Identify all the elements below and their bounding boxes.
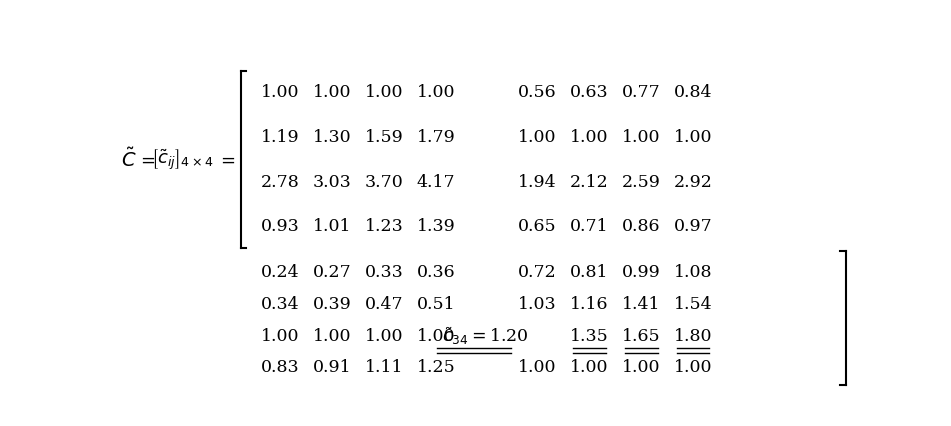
Text: 3.70: 3.70 — [364, 173, 403, 190]
Text: 1.65: 1.65 — [622, 328, 661, 345]
Text: 1.00: 1.00 — [261, 328, 300, 345]
Text: 0.33: 0.33 — [364, 265, 403, 282]
Text: 0.72: 0.72 — [518, 265, 556, 282]
Text: 0.83: 0.83 — [261, 359, 300, 376]
Text: 1.00: 1.00 — [313, 84, 351, 101]
Text: 1.00: 1.00 — [313, 328, 351, 345]
Text: 0.93: 0.93 — [261, 218, 300, 235]
Text: 1.19: 1.19 — [261, 129, 300, 146]
Text: $\left[\tilde{c}_{ij}\right]_{4\times4}$: $\left[\tilde{c}_{ij}\right]_{4\times4}$ — [151, 147, 214, 172]
Text: 1.39: 1.39 — [417, 218, 456, 235]
Text: 1.54: 1.54 — [674, 296, 712, 313]
Text: 1.16: 1.16 — [570, 296, 609, 313]
Text: 0.81: 0.81 — [570, 265, 609, 282]
Text: 1.00: 1.00 — [622, 359, 661, 376]
Text: 1.01: 1.01 — [313, 218, 351, 235]
Text: 1.00: 1.00 — [674, 359, 712, 376]
Text: 0.47: 0.47 — [364, 296, 403, 313]
Text: 0.99: 0.99 — [622, 265, 661, 282]
Text: 4.17: 4.17 — [417, 173, 456, 190]
Text: 1.79: 1.79 — [417, 129, 456, 146]
Text: 1.00: 1.00 — [622, 129, 661, 146]
Text: 1.11: 1.11 — [364, 359, 403, 376]
Text: 1.59: 1.59 — [364, 129, 403, 146]
Text: 1.41: 1.41 — [622, 296, 661, 313]
Text: 1.80: 1.80 — [674, 328, 712, 345]
Text: $\tilde{C}$: $\tilde{C}$ — [121, 148, 137, 171]
Text: 0.91: 0.91 — [313, 359, 351, 376]
Text: 1.00: 1.00 — [518, 359, 556, 376]
Text: 0.36: 0.36 — [417, 265, 456, 282]
Text: 0.27: 0.27 — [313, 265, 351, 282]
Text: 3.03: 3.03 — [313, 173, 351, 190]
Text: 0.97: 0.97 — [673, 218, 712, 235]
Text: 0.39: 0.39 — [313, 296, 351, 313]
Text: 1.94: 1.94 — [518, 173, 556, 190]
Text: 1.25: 1.25 — [417, 359, 456, 376]
Text: 1.00: 1.00 — [570, 129, 609, 146]
Text: 0.63: 0.63 — [570, 84, 609, 101]
Text: 2.59: 2.59 — [622, 173, 661, 190]
Text: 1.23: 1.23 — [364, 218, 403, 235]
Text: $\tilde{c}_{34}=$1.20: $\tilde{c}_{34}=$1.20 — [441, 325, 528, 347]
Text: 1.00: 1.00 — [674, 129, 712, 146]
Text: 2.92: 2.92 — [673, 173, 712, 190]
Text: 0.71: 0.71 — [570, 218, 609, 235]
Text: 1.00: 1.00 — [417, 328, 456, 345]
Text: 1.00: 1.00 — [261, 84, 300, 101]
Text: 1.00: 1.00 — [364, 84, 403, 101]
Text: 0.34: 0.34 — [261, 296, 300, 313]
Text: 0.84: 0.84 — [674, 84, 712, 101]
Text: 1.35: 1.35 — [570, 328, 609, 345]
Text: 1.00: 1.00 — [518, 129, 556, 146]
Text: 1.30: 1.30 — [313, 129, 351, 146]
Text: $=$: $=$ — [138, 151, 156, 169]
Text: 0.65: 0.65 — [518, 218, 556, 235]
Text: 1.08: 1.08 — [674, 265, 712, 282]
Text: 2.12: 2.12 — [570, 173, 609, 190]
Text: 1.03: 1.03 — [518, 296, 556, 313]
Text: 1.00: 1.00 — [364, 328, 403, 345]
Text: 1.00: 1.00 — [417, 84, 456, 101]
Text: 2.78: 2.78 — [261, 173, 300, 190]
Text: $=$: $=$ — [217, 151, 235, 169]
Text: 0.56: 0.56 — [518, 84, 556, 101]
Text: 0.51: 0.51 — [417, 296, 456, 313]
Text: 1.00: 1.00 — [570, 359, 609, 376]
Text: 0.86: 0.86 — [622, 218, 661, 235]
Text: 0.77: 0.77 — [622, 84, 661, 101]
Text: 0.24: 0.24 — [261, 265, 300, 282]
